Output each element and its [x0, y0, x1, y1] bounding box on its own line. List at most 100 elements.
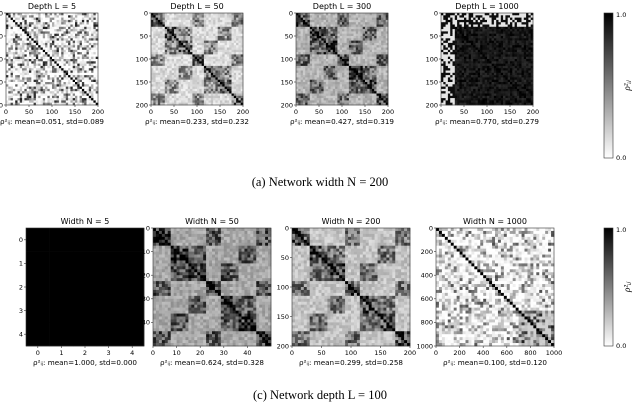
heatmap-cell — [29, 17, 32, 21]
heatmap-cell — [296, 61, 299, 64]
heatmap-cell — [376, 82, 380, 85]
heatmap-cell — [240, 40, 244, 44]
heatmap-cell — [344, 86, 347, 90]
heatmap-cell — [210, 65, 214, 69]
heatmap-cell — [153, 19, 156, 23]
heatmap-cell — [176, 29, 179, 32]
heatmap-cell — [335, 98, 338, 101]
heatmap-cell — [47, 26, 50, 30]
heatmap-cell — [312, 88, 315, 92]
heatmap-cell — [231, 102, 235, 106]
heatmap-cell — [45, 75, 48, 78]
heatmap-cell — [302, 38, 306, 41]
heatmap-cell — [167, 88, 170, 92]
heatmap-cell — [49, 19, 53, 23]
heatmap-cell — [374, 63, 377, 67]
heatmap-cell — [160, 45, 163, 48]
heatmap-cell — [162, 56, 166, 60]
heatmap-cell — [353, 75, 357, 78]
heatmap-cell — [174, 88, 177, 92]
heatmap-cell — [208, 91, 212, 94]
heatmap-cell — [332, 33, 336, 37]
heatmap-cell — [22, 40, 25, 44]
heatmap-cell — [213, 100, 216, 103]
heatmap-cell — [58, 36, 62, 39]
heatmap-cell — [61, 77, 64, 80]
heatmap-cell — [183, 61, 186, 64]
heatmap-cell — [176, 47, 179, 51]
heatmap-cell — [17, 15, 21, 18]
heatmap-cell — [174, 17, 177, 21]
heatmap-cell — [72, 42, 76, 46]
heatmap-cell — [367, 72, 370, 76]
heatmap-cell — [332, 29, 336, 32]
heatmap-cell — [176, 77, 179, 80]
heatmap-cell — [6, 70, 9, 74]
heatmap-cell — [95, 63, 99, 67]
heatmap-cell — [321, 91, 324, 94]
heatmap-cell — [190, 22, 193, 25]
heatmap-cell — [185, 38, 189, 41]
heatmap-cell — [164, 54, 168, 57]
heatmap-cell — [213, 91, 216, 94]
heatmap-cell — [49, 49, 53, 53]
heatmap-cell — [236, 93, 239, 97]
heatmap-cell — [12, 102, 16, 106]
heatmap-cell — [40, 45, 44, 48]
heatmap-cell — [307, 31, 311, 34]
heatmap-cell — [213, 72, 216, 76]
heatmap-cell — [26, 86, 30, 90]
heatmap-cell — [450, 13, 453, 16]
heatmap-cell — [45, 47, 48, 51]
heatmap-cell — [376, 17, 380, 21]
heatmap-cell — [19, 47, 23, 51]
heatmap-cell — [365, 26, 368, 30]
heatmap-cell — [65, 77, 69, 80]
heatmap-cell — [220, 56, 223, 60]
heatmap-cell — [353, 47, 357, 51]
heatmap-cell — [355, 91, 359, 94]
heatmap-cell — [10, 42, 14, 46]
heatmap-cell — [323, 38, 327, 41]
heatmap-cell — [365, 45, 368, 48]
heatmap-cell — [353, 40, 357, 44]
heatmap-cell — [353, 79, 357, 83]
heatmap-cell — [93, 79, 96, 83]
heatmap-cell — [323, 93, 327, 97]
heatmap-cell — [183, 95, 186, 99]
heatmap-cell — [342, 49, 345, 53]
heatmap-cell — [491, 17, 495, 21]
heatmap-cell — [316, 102, 320, 106]
heatmap-cell — [176, 93, 179, 97]
heatmap-cell — [8, 77, 11, 80]
heatmap-cell — [33, 33, 37, 37]
heatmap-cell — [233, 79, 237, 83]
heatmap-cell — [31, 82, 34, 85]
heatmap-cell — [33, 56, 37, 60]
heatmap-cell — [381, 82, 384, 85]
heatmap-cell — [31, 75, 34, 78]
heatmap-cell — [201, 82, 205, 85]
heatmap-cell — [194, 59, 198, 62]
heatmap-cell — [49, 77, 53, 80]
heatmap-cell — [167, 13, 170, 16]
heatmap-cell — [54, 45, 57, 48]
heatmap-cell — [6, 59, 9, 62]
heatmap-cell — [155, 91, 159, 94]
heatmap-cell — [344, 91, 347, 94]
heatmap-cell — [298, 88, 301, 92]
heatmap-cell — [210, 29, 214, 32]
heatmap-cell — [75, 15, 78, 18]
heatmap-cell — [199, 75, 202, 78]
heatmap-cell — [369, 86, 373, 90]
heatmap-cell — [206, 17, 209, 21]
heatmap-cell — [335, 49, 338, 53]
heatmap-cell — [169, 40, 172, 44]
heatmap-cell — [197, 40, 200, 44]
heatmap-cell — [208, 40, 212, 44]
heatmap-cell — [33, 91, 37, 94]
heatmap-cell — [63, 29, 67, 32]
heatmap-cell — [174, 79, 177, 83]
heatmap-cell — [54, 100, 57, 103]
heatmap-cell — [10, 86, 14, 90]
